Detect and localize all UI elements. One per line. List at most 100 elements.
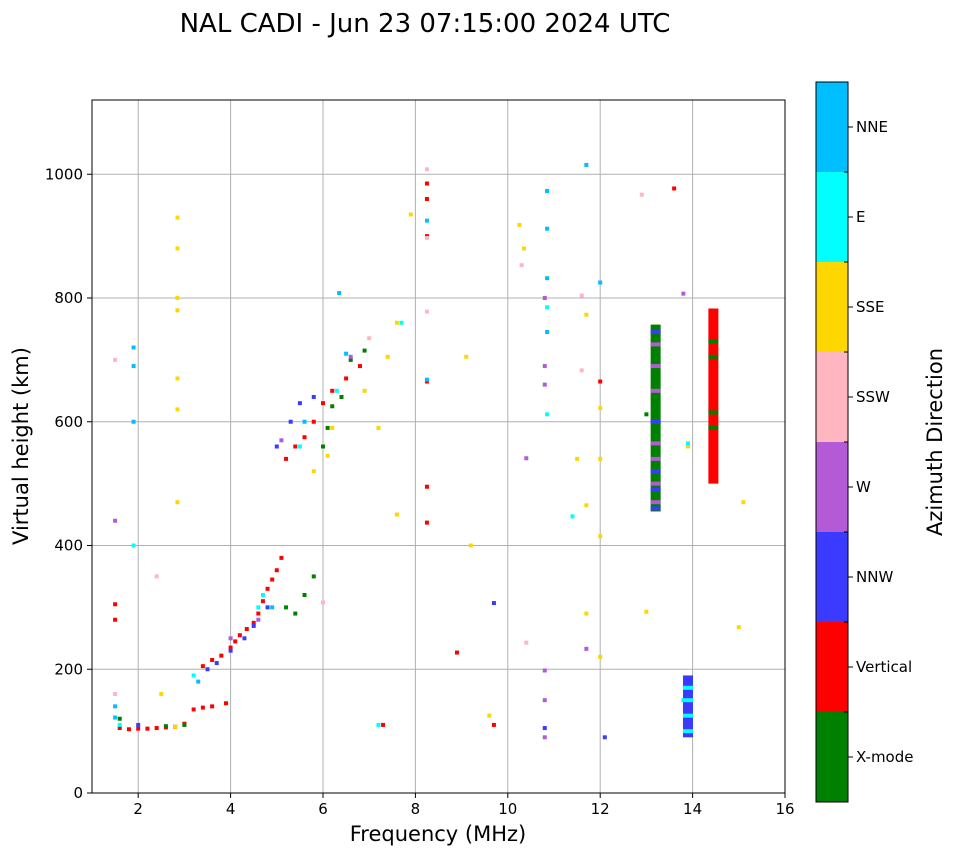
echo-point <box>394 320 399 325</box>
echo-point <box>117 726 122 731</box>
echo-band <box>682 698 693 703</box>
x-tick-label: 8 <box>411 800 421 818</box>
colorbar-swatch <box>816 532 848 622</box>
echo-point <box>545 412 550 417</box>
echo-point <box>302 435 307 440</box>
echo-point <box>325 425 330 430</box>
echo-point <box>584 312 589 317</box>
echo-point <box>542 296 547 300</box>
echo-point <box>424 520 429 525</box>
plot-frame <box>91 99 786 794</box>
echo-point <box>394 512 399 517</box>
y-tick-label: 600 <box>54 413 83 431</box>
colorbar-swatch <box>816 262 848 352</box>
echo-point <box>524 456 529 461</box>
echo-point <box>362 348 367 353</box>
echo-point <box>424 197 429 201</box>
echo-band <box>650 330 661 335</box>
echo-band <box>682 729 693 734</box>
echo-point <box>228 648 233 653</box>
echo-point <box>399 320 404 325</box>
echo-point <box>376 425 381 430</box>
echo-point <box>408 212 413 217</box>
echo-point <box>270 605 275 610</box>
echo-point <box>598 456 603 461</box>
echo-point <box>584 611 589 616</box>
echo-point <box>113 602 118 607</box>
echo-point <box>113 357 118 362</box>
echo-point <box>468 543 473 548</box>
echo-point <box>348 354 353 359</box>
echo-point <box>175 500 180 505</box>
x-axis-label: Frequency (MHz) <box>350 822 526 846</box>
colorbar-swatch <box>816 442 848 532</box>
echo-point <box>200 705 205 710</box>
echo-band <box>650 456 661 461</box>
echo-band <box>708 410 719 415</box>
echo-point <box>644 412 649 417</box>
echo-band <box>650 469 661 474</box>
echo-point <box>117 716 122 721</box>
echo-band <box>650 388 661 393</box>
echo-point <box>214 661 219 666</box>
chart-title: NAL CADI - Jun 23 07:15:00 2024 UTC <box>180 9 671 39</box>
colorbar-tick-label: X-mode <box>856 748 913 766</box>
echo-point <box>325 453 330 458</box>
echo-point <box>741 500 746 505</box>
echo-point <box>297 444 302 449</box>
echo-point <box>251 623 256 628</box>
echo-point <box>302 593 307 597</box>
echo-band <box>708 339 719 344</box>
echo-point <box>297 401 302 406</box>
echo-point <box>175 308 180 313</box>
echo-point <box>228 636 233 641</box>
echo-point <box>173 724 178 729</box>
echo-point <box>348 357 353 362</box>
echo-point <box>131 419 136 424</box>
echo-point <box>570 514 575 519</box>
echo-point <box>270 577 275 582</box>
x-tick-label: 16 <box>775 800 794 818</box>
echo-point <box>205 667 210 672</box>
echo-point <box>330 425 335 430</box>
echo-point <box>131 345 136 350</box>
colorbar-swatch <box>816 82 848 172</box>
y-tick-label: 400 <box>54 537 83 555</box>
echo-band <box>708 354 719 359</box>
colorbar-tick-label: SSE <box>856 298 885 316</box>
echo-point <box>584 503 589 508</box>
colorbar-tick-label: SSW <box>856 388 890 406</box>
echo-point <box>672 186 677 191</box>
echo-point <box>311 395 316 399</box>
echo-point <box>337 291 342 296</box>
echo-point <box>385 354 390 359</box>
echo-point <box>256 617 261 622</box>
echo-point <box>424 377 429 382</box>
x-tick-label: 6 <box>318 800 328 818</box>
echo-point <box>293 611 298 616</box>
echo-point <box>145 726 150 731</box>
echo-point <box>321 401 325 406</box>
echo-point <box>339 395 344 399</box>
echo-point <box>228 645 233 650</box>
x-axis-ticks: 2 4 6 8 10 12 14 16 <box>133 793 795 818</box>
echo-point <box>542 364 547 369</box>
echo-point <box>237 633 242 638</box>
echo-column <box>708 308 719 484</box>
echo-point <box>260 593 265 597</box>
echo-point <box>454 650 459 655</box>
y-tick-label: 200 <box>54 660 83 678</box>
echo-point <box>154 574 159 579</box>
echo-band <box>650 500 661 505</box>
echo-point <box>163 724 168 729</box>
echo-point <box>579 368 584 373</box>
echo-point <box>256 605 261 610</box>
echo-point <box>288 419 293 424</box>
echo-point <box>279 438 284 443</box>
x-tick-label: 12 <box>591 800 610 818</box>
echo-point <box>602 735 607 740</box>
echo-point <box>330 404 335 409</box>
echo-point <box>113 617 118 622</box>
echo-point <box>491 722 496 727</box>
